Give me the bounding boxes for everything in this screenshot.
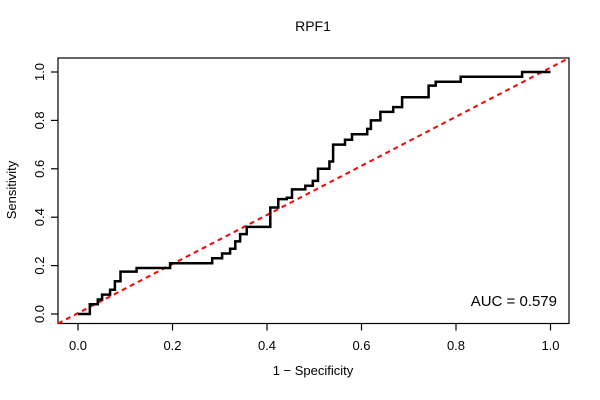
y-tick-label: 0.4 — [32, 208, 47, 226]
y-tick-label: 0.0 — [32, 305, 47, 323]
y-tick-label: 0.8 — [32, 111, 47, 129]
chance-diagonal-line — [57, 57, 570, 325]
x-axis-ticks: 0.0 0.2 0.4 0.6 0.8 1.0 — [69, 323, 560, 353]
auc-annotation: AUC = 0.579 — [471, 293, 557, 310]
plot-box — [57, 57, 570, 325]
y-axis-ticks: 0.0 0.2 0.4 0.6 0.8 1.0 — [32, 63, 58, 323]
chart-title: RPF1 — [295, 18, 331, 34]
x-tick-label: 0.2 — [163, 338, 181, 353]
x-tick-label: 0.4 — [258, 338, 276, 353]
x-tick-label: 0.6 — [352, 338, 370, 353]
y-tick-label: 1.0 — [32, 63, 47, 81]
x-tick-label: 1.0 — [541, 338, 559, 353]
x-tick-label: 0.0 — [69, 338, 87, 353]
y-axis-label: Sensitivity — [4, 160, 19, 219]
x-axis-label: 1 − Specificity — [273, 363, 354, 378]
x-tick-label: 0.8 — [447, 338, 465, 353]
y-tick-label: 0.2 — [32, 257, 47, 275]
y-tick-label: 0.6 — [32, 160, 47, 178]
roc-step-curve — [78, 70, 551, 316]
